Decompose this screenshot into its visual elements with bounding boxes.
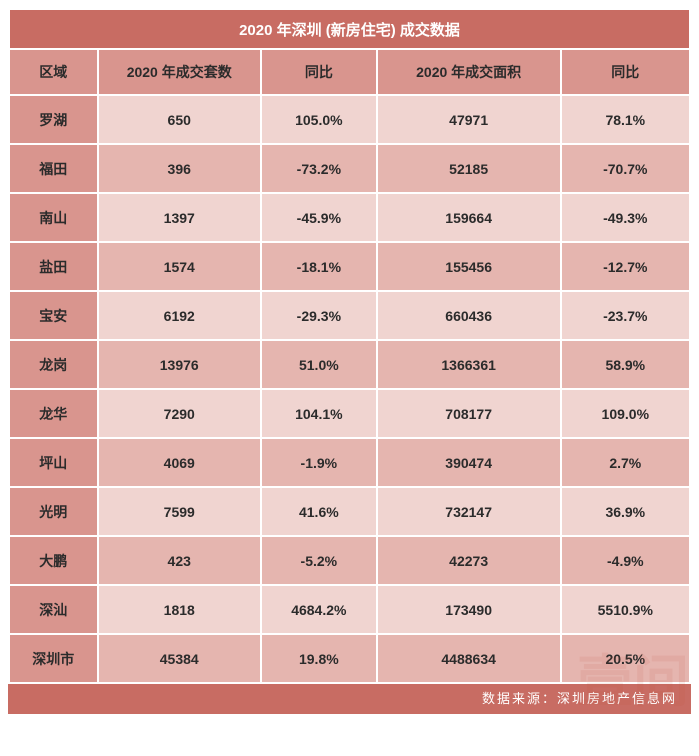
table-cell: 龙华 [9, 389, 98, 438]
table-row: 龙华7290104.1%708177109.0% [9, 389, 690, 438]
table-cell: 7290 [98, 389, 261, 438]
table-cell: 龙岗 [9, 340, 98, 389]
table-cell: -73.2% [261, 144, 377, 193]
table-cell: 47971 [377, 95, 561, 144]
table-cell: 4488634 [377, 634, 561, 683]
table-cell: -12.7% [561, 242, 690, 291]
table-cell: 51.0% [261, 340, 377, 389]
table-title: 2020 年深圳 (新房住宅) 成交数据 [9, 9, 690, 49]
table-cell: 罗湖 [9, 95, 98, 144]
table-cell: 深汕 [9, 585, 98, 634]
table-cell: 福田 [9, 144, 98, 193]
table-cell: 159664 [377, 193, 561, 242]
table-cell: 660436 [377, 291, 561, 340]
table-cell: 宝安 [9, 291, 98, 340]
table-cell: -18.1% [261, 242, 377, 291]
table-cell: 盐田 [9, 242, 98, 291]
table-row: 坪山4069-1.9%3904742.7% [9, 438, 690, 487]
table-cell: 708177 [377, 389, 561, 438]
table-cell: -4.9% [561, 536, 690, 585]
table-cell: 650 [98, 95, 261, 144]
table-row: 宝安6192-29.3%660436-23.7% [9, 291, 690, 340]
table-cell: 19.8% [261, 634, 377, 683]
table-cell: 1818 [98, 585, 261, 634]
data-table: 2020 年深圳 (新房住宅) 成交数据 区域 2020 年成交套数 同比 20… [8, 8, 691, 684]
table-row: 光明759941.6%73214736.9% [9, 487, 690, 536]
table-cell: -1.9% [261, 438, 377, 487]
table-cell: 大鹏 [9, 536, 98, 585]
table-cell: -29.3% [261, 291, 377, 340]
table-cell: 1574 [98, 242, 261, 291]
table-header-row: 区域 2020 年成交套数 同比 2020 年成交面积 同比 [9, 49, 690, 95]
col-header-area: 2020 年成交面积 [377, 49, 561, 95]
col-header-units-yoy: 同比 [261, 49, 377, 95]
table-row: 盐田1574-18.1%155456-12.7% [9, 242, 690, 291]
table-row: 深圳市4538419.8%448863420.5% [9, 634, 690, 683]
table-cell: 1397 [98, 193, 261, 242]
table-body: 罗湖650105.0%4797178.1%福田396-73.2%52185-70… [9, 95, 690, 683]
table-row: 深汕18184684.2%1734905510.9% [9, 585, 690, 634]
table-cell: 坪山 [9, 438, 98, 487]
table-cell: 2.7% [561, 438, 690, 487]
table-cell: 41.6% [261, 487, 377, 536]
table-cell: 6192 [98, 291, 261, 340]
table-cell: 104.1% [261, 389, 377, 438]
table-row: 南山1397-45.9%159664-49.3% [9, 193, 690, 242]
table-cell: 光明 [9, 487, 98, 536]
table-cell: 45384 [98, 634, 261, 683]
table-cell: 4684.2% [261, 585, 377, 634]
col-header-units: 2020 年成交套数 [98, 49, 261, 95]
table-cell: -49.3% [561, 193, 690, 242]
table-cell: 5510.9% [561, 585, 690, 634]
table-cell: 南山 [9, 193, 98, 242]
table-cell: -70.7% [561, 144, 690, 193]
table-cell: 390474 [377, 438, 561, 487]
table-cell: 13976 [98, 340, 261, 389]
table-cell: 396 [98, 144, 261, 193]
table-cell: 42273 [377, 536, 561, 585]
table-cell: -45.9% [261, 193, 377, 242]
table-cell: 109.0% [561, 389, 690, 438]
table-container: 2020 年深圳 (新房住宅) 成交数据 区域 2020 年成交套数 同比 20… [0, 0, 699, 722]
col-header-region: 区域 [9, 49, 98, 95]
table-cell: 7599 [98, 487, 261, 536]
table-cell: -5.2% [261, 536, 377, 585]
footer-source: 数据来源：深圳房地产信息网 [8, 684, 691, 714]
table-cell: 423 [98, 536, 261, 585]
table-cell: 1366361 [377, 340, 561, 389]
table-row: 大鹏423-5.2%42273-4.9% [9, 536, 690, 585]
table-row: 龙岗1397651.0%136636158.9% [9, 340, 690, 389]
table-cell: 105.0% [261, 95, 377, 144]
table-cell: 52185 [377, 144, 561, 193]
table-cell: 78.1% [561, 95, 690, 144]
table-cell: 深圳市 [9, 634, 98, 683]
table-cell: 173490 [377, 585, 561, 634]
col-header-area-yoy: 同比 [561, 49, 690, 95]
table-cell: 58.9% [561, 340, 690, 389]
table-cell: 732147 [377, 487, 561, 536]
table-row: 罗湖650105.0%4797178.1% [9, 95, 690, 144]
table-cell: -23.7% [561, 291, 690, 340]
table-cell: 4069 [98, 438, 261, 487]
table-row: 福田396-73.2%52185-70.7% [9, 144, 690, 193]
table-cell: 36.9% [561, 487, 690, 536]
table-cell: 20.5% [561, 634, 690, 683]
table-cell: 155456 [377, 242, 561, 291]
